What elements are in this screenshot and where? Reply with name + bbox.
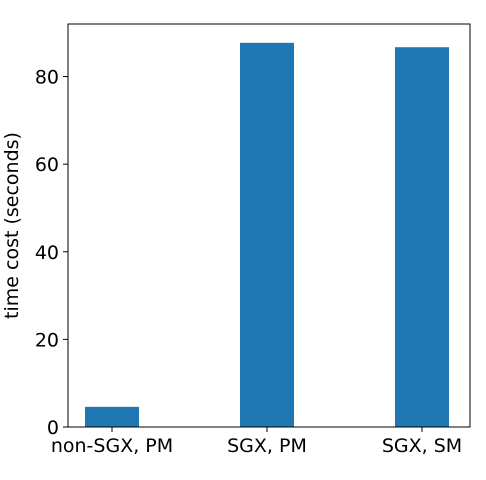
bar-1 — [240, 42, 294, 427]
x-tick-label-0: non-SGX, PM — [51, 435, 173, 457]
bar-2 — [395, 47, 449, 427]
y-tick-label-0: 0 — [47, 417, 59, 439]
x-tick-label-1: SGX, PM — [227, 435, 307, 457]
y-tick-label-3: 60 — [35, 154, 59, 176]
x-tick-label-2: SGX, SM — [382, 435, 462, 457]
y-axis-label: time cost (seconds) — [1, 132, 23, 319]
y-axis-ticks: 0 20 40 60 80 — [35, 67, 68, 439]
bars-group — [85, 42, 449, 427]
bar-0 — [85, 406, 139, 427]
y-tick-label-1: 20 — [35, 329, 59, 351]
x-axis-ticks: non-SGX, PM SGX, PM SGX, SM — [51, 427, 462, 457]
plot-frame — [67, 23, 471, 428]
y-tick-label-4: 80 — [35, 67, 59, 89]
y-tick-label-2: 40 — [35, 242, 59, 264]
